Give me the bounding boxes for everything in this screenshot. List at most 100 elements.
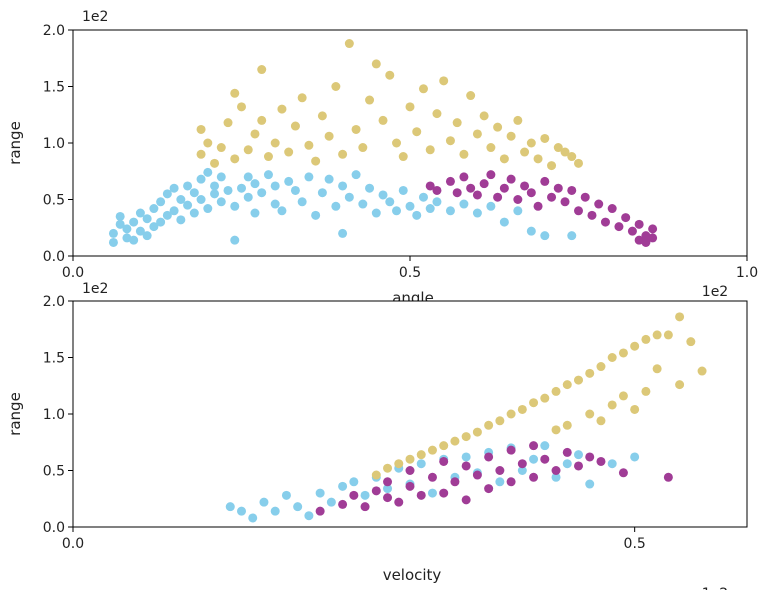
point-gold-36: [686, 337, 696, 347]
point-blue-5: [281, 490, 291, 500]
point-blue-58: [351, 170, 361, 180]
point-gold-5: [427, 445, 437, 455]
point-blue-46: [277, 206, 287, 216]
point-purple-32: [618, 468, 628, 478]
point-blue-64: [392, 206, 402, 216]
point-gold-6: [230, 88, 240, 98]
y-offset-text: 1e2: [82, 9, 108, 25]
point-gold-7: [230, 154, 240, 164]
point-purple-33: [663, 472, 673, 482]
point-blue-54: [331, 201, 341, 211]
point-purple-11: [427, 472, 437, 482]
point-gold-12: [506, 409, 516, 419]
y-tick-label: 0.0: [43, 249, 65, 265]
point-gold-17: [562, 380, 572, 390]
point-blue-0: [225, 502, 235, 512]
point-blue-0: [108, 237, 118, 247]
point-purple-28: [562, 447, 572, 457]
y-offset-text: 1e2: [82, 281, 108, 297]
point-blue-32: [585, 479, 595, 489]
point-gold-35: [412, 127, 422, 137]
point-blue-27: [529, 454, 539, 464]
point-gold-19: [304, 140, 314, 150]
point-purple-16: [461, 495, 471, 505]
point-purple-2: [445, 176, 455, 186]
point-blue-6: [129, 235, 139, 245]
point-purple-20: [567, 185, 577, 195]
point-blue-12: [149, 222, 159, 232]
y-tick-label: 1.0: [43, 136, 65, 152]
axes-frame: [72, 29, 748, 257]
point-gold-55: [547, 161, 557, 171]
point-blue-43: [263, 170, 273, 180]
point-gold-37: [425, 145, 435, 155]
point-blue-59: [358, 199, 368, 209]
point-purple-14: [450, 477, 460, 487]
point-gold-34: [663, 330, 673, 340]
point-gold-47: [493, 122, 503, 132]
point-gold-16: [284, 147, 294, 157]
point-purple-1: [338, 499, 348, 509]
y-tick-label: 0.5: [43, 464, 65, 480]
point-blue-9: [326, 497, 336, 507]
point-gold-25: [652, 330, 662, 340]
point-gold-1: [383, 463, 393, 473]
point-purple-0: [425, 181, 435, 191]
point-gold-0: [196, 149, 206, 159]
point-gold-1: [196, 124, 206, 134]
point-purple-26: [607, 204, 617, 214]
point-gold-24: [641, 334, 651, 344]
point-blue-71: [445, 206, 455, 216]
point-blue-73: [472, 208, 482, 218]
point-purple-6: [472, 190, 482, 200]
point-blue-63: [385, 197, 395, 207]
point-gold-22: [324, 131, 334, 141]
point-purple-28: [621, 213, 631, 223]
point-blue-1: [108, 228, 118, 238]
x-axis-label: velocity: [383, 566, 442, 584]
point-blue-11: [142, 214, 152, 224]
axes-background: [73, 301, 747, 527]
point-gold-2: [203, 138, 213, 148]
point-purple-22: [580, 192, 590, 202]
point-blue-14: [156, 217, 166, 227]
y-tick-label: 0.5: [43, 193, 65, 209]
point-blue-62: [378, 190, 388, 200]
point-blue-24: [495, 477, 505, 487]
point-gold-46: [486, 143, 496, 153]
y-tick-label: 1.0: [43, 407, 65, 423]
point-blue-4: [270, 506, 280, 516]
point-purple-27: [614, 222, 624, 232]
point-blue-8: [315, 488, 325, 498]
point-gold-22: [618, 348, 628, 358]
point-gold-21: [317, 111, 327, 121]
point-gold-6: [439, 441, 449, 451]
point-purple-21: [506, 477, 516, 487]
point-blue-19: [169, 183, 179, 193]
point-blue-17: [162, 189, 172, 199]
point-blue-44: [270, 199, 280, 209]
point-blue-61: [371, 208, 381, 218]
point-blue-2: [248, 513, 258, 523]
point-blue-40: [250, 208, 260, 218]
point-blue-36: [230, 201, 240, 211]
point-purple-21: [574, 206, 583, 216]
point-blue-51: [311, 210, 321, 220]
point-gold-13: [263, 152, 273, 162]
x-tick-label: 1.0: [736, 265, 758, 281]
point-purple-25: [529, 441, 539, 451]
point-purple-35: [648, 233, 658, 243]
point-gold-31: [618, 391, 628, 401]
point-blue-9: [135, 208, 145, 218]
point-purple-7: [394, 497, 404, 507]
point-gold-59: [574, 158, 583, 168]
point-blue-25: [189, 188, 199, 198]
point-blue-10: [142, 231, 152, 241]
point-gold-4: [216, 143, 226, 153]
point-purple-19: [560, 197, 570, 207]
point-gold-39: [439, 76, 449, 86]
point-gold-28: [365, 95, 375, 105]
point-blue-79: [567, 231, 577, 241]
point-purple-3: [452, 188, 462, 198]
